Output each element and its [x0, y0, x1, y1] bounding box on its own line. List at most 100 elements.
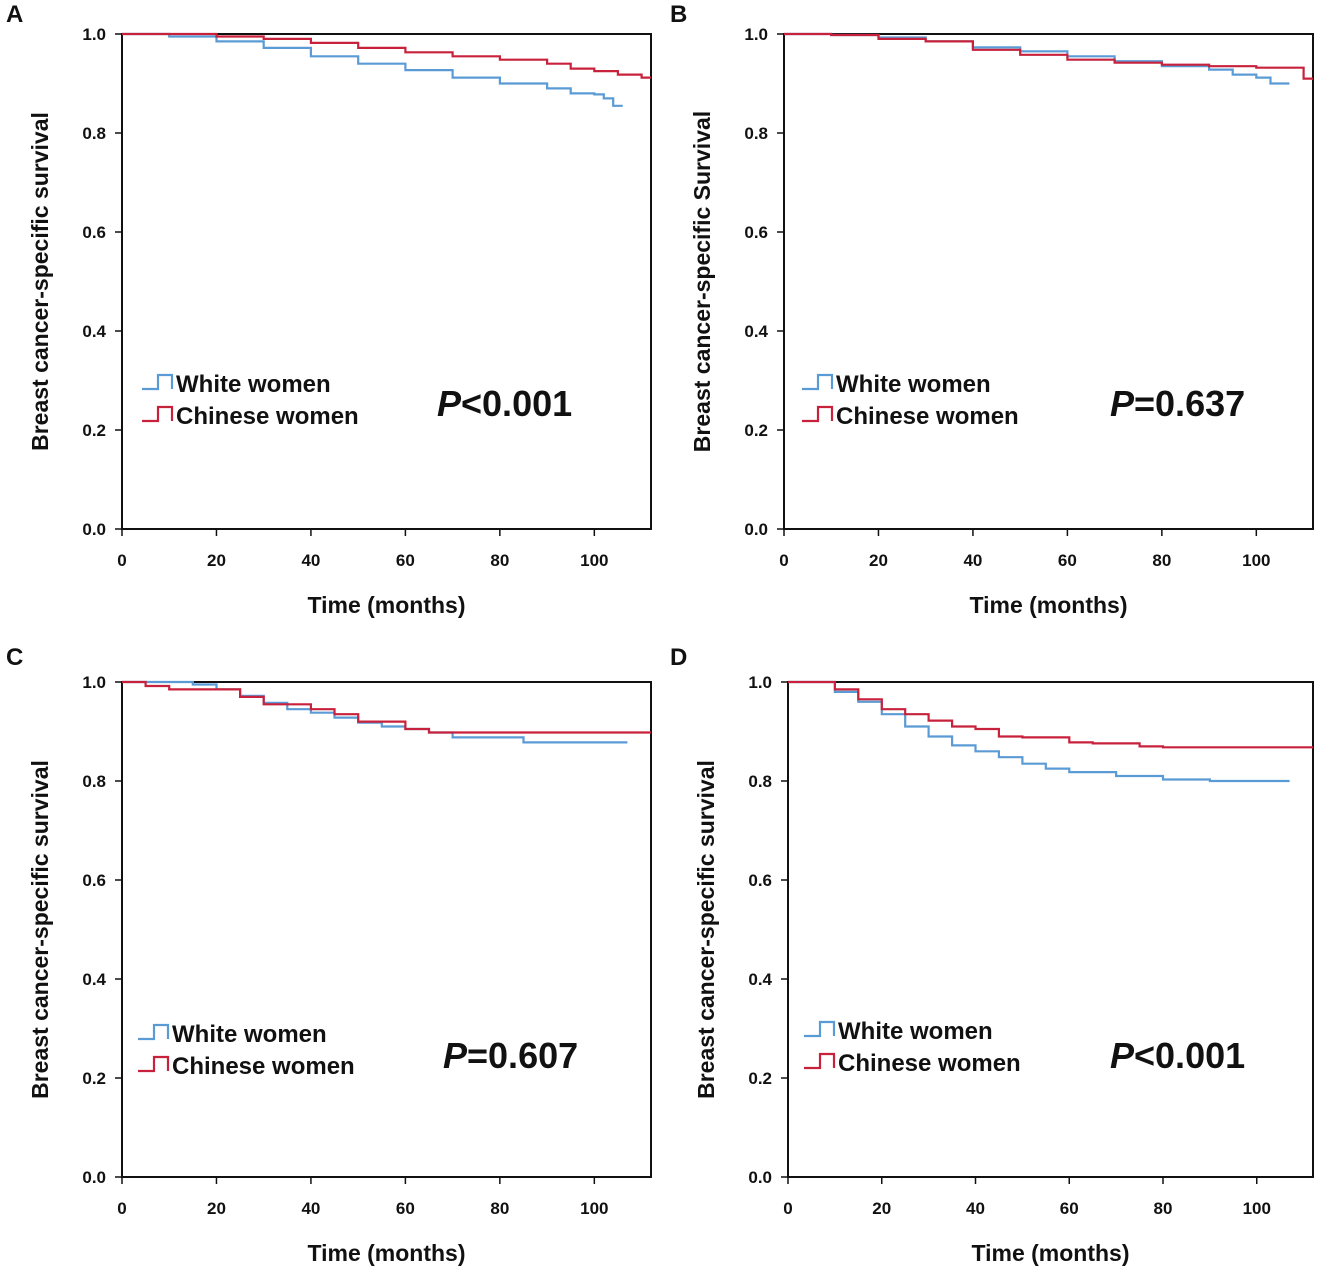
- legend-label: White women: [176, 371, 331, 398]
- plot-frame: [122, 34, 651, 529]
- y-tick-label: 0.0: [82, 520, 106, 539]
- panel-a: A 0 20 40 60 80 100 0.0 0.2 0.4 0.6 0.8 1.0 Time (mon…: [6, 1, 651, 618]
- p-value-number: <0.001: [461, 383, 572, 424]
- survival-curve-chinese-women: [122, 34, 651, 78]
- legend-swatch: [138, 1057, 168, 1071]
- y-tick-label: 0.8: [748, 772, 772, 791]
- legend-swatch: [802, 375, 832, 389]
- x-tick-label: 20: [207, 551, 226, 570]
- y-tick-label: 1.0: [82, 673, 106, 692]
- x-tick-label: 40: [963, 551, 982, 570]
- legend-label: Chinese women: [836, 403, 1019, 430]
- y-tick-label: 0.2: [748, 1069, 772, 1088]
- p-value-annotation: P=0.607: [443, 1035, 578, 1076]
- y-tick-label: 0.8: [82, 124, 106, 143]
- plot-frame: [122, 682, 651, 1177]
- survival-curve-white-women: [122, 34, 623, 106]
- survival-curve-white-women: [784, 34, 1289, 84]
- x-tick-label: 100: [580, 1199, 608, 1218]
- legend-swatch: [804, 1022, 834, 1036]
- panel-d: D 0 20 40 60 80 100 0.0 0.2 0.4 0.6 0.8 1.0 Time (mon…: [670, 644, 1313, 1266]
- legend-label: White women: [172, 1021, 327, 1048]
- x-tick-label: 40: [301, 1199, 320, 1218]
- legend-swatch: [142, 407, 172, 421]
- plot-frame: [788, 682, 1313, 1177]
- y-tick-label: 0.2: [744, 421, 768, 440]
- y-tick-label: 0.2: [82, 1069, 106, 1088]
- legend-label: Chinese women: [176, 403, 359, 430]
- y-tick-label: 0.2: [82, 421, 106, 440]
- y-axis-title: Breast cancer-specific survival: [27, 760, 53, 1099]
- x-tick-label: 0: [779, 551, 788, 570]
- legend-swatch: [802, 407, 832, 421]
- y-tick-label: 0.8: [744, 124, 768, 143]
- p-value-number: =0.607: [467, 1035, 578, 1076]
- x-tick-label: 80: [1154, 1199, 1173, 1218]
- y-tick-label: 0.6: [744, 223, 768, 242]
- x-tick-label: 60: [1058, 551, 1077, 570]
- y-tick-label: 0.0: [82, 1168, 106, 1187]
- y-axis-title: Breast cancer-specific survival: [693, 760, 719, 1099]
- panel-b: B 0 20 40 60 80 100 0.0 0.2 0.4 0.6 0.8 1.0 Time (mon…: [670, 1, 1313, 618]
- x-tick-label: 0: [117, 1199, 126, 1218]
- y-tick-label: 1.0: [744, 25, 768, 44]
- x-tick-label: 60: [396, 1199, 415, 1218]
- legend-swatch: [804, 1054, 834, 1068]
- p-value-annotation: P<0.001: [437, 383, 572, 424]
- y-axis-title: Breast cancer-specific Survival: [689, 111, 715, 452]
- x-axis-title: Time (months): [969, 592, 1127, 618]
- y-tick-label: 1.0: [748, 673, 772, 692]
- x-tick-label: 0: [117, 551, 126, 570]
- plot-frame: [784, 34, 1313, 529]
- km-survival-figure: A 0 20 40 60 80 100 0.0 0.2 0.4 0.6 0.8 1.0 Time (mon…: [0, 0, 1323, 1272]
- p-value-annotation: P=0.637: [1110, 383, 1245, 424]
- x-tick-label: 80: [490, 1199, 509, 1218]
- p-value-annotation: P<0.001: [1110, 1035, 1245, 1076]
- y-tick-label: 0.4: [744, 322, 768, 341]
- y-tick-label: 0.0: [744, 520, 768, 539]
- p-value-symbol: P: [437, 383, 462, 424]
- y-tick-label: 1.0: [82, 25, 106, 44]
- x-tick-label: 80: [490, 551, 509, 570]
- p-value-number: <0.001: [1134, 1035, 1245, 1076]
- x-tick-label: 60: [396, 551, 415, 570]
- x-tick-label: 20: [207, 1199, 226, 1218]
- y-tick-label: 0.4: [82, 970, 106, 989]
- legend-label: Chinese women: [838, 1050, 1021, 1077]
- y-tick-label: 0.6: [82, 223, 106, 242]
- y-tick-label: 0.4: [748, 970, 772, 989]
- x-tick-label: 0: [783, 1199, 792, 1218]
- legend-label: Chinese women: [172, 1053, 355, 1080]
- survival-curve-chinese-women: [788, 682, 1313, 747]
- legend-swatch: [142, 375, 172, 389]
- x-tick-label: 100: [1243, 1199, 1271, 1218]
- x-axis-title: Time (months): [307, 592, 465, 618]
- y-tick-label: 0.0: [748, 1168, 772, 1187]
- p-value-number: =0.637: [1134, 383, 1245, 424]
- legend-label: White women: [838, 1018, 993, 1045]
- survival-curve-white-women: [788, 682, 1290, 781]
- x-tick-label: 100: [1242, 551, 1270, 570]
- p-value-symbol: P: [1110, 383, 1135, 424]
- x-tick-label: 20: [869, 551, 888, 570]
- x-tick-label: 60: [1060, 1199, 1079, 1218]
- y-tick-label: 0.6: [748, 871, 772, 890]
- x-tick-label: 80: [1152, 551, 1171, 570]
- panel-c: C 0 20 40 60 80 100 0.0 0.2 0.4 0.6 0.8 1.0 Time (mon…: [6, 644, 651, 1266]
- x-tick-label: 40: [966, 1199, 985, 1218]
- p-value-symbol: P: [443, 1035, 468, 1076]
- x-tick-label: 20: [872, 1199, 891, 1218]
- x-axis-title: Time (months): [971, 1240, 1129, 1266]
- panel-label: D: [670, 644, 687, 671]
- x-tick-label: 40: [301, 551, 320, 570]
- panel-label: B: [670, 1, 687, 28]
- panel-label: A: [6, 1, 23, 28]
- x-axis-title: Time (months): [307, 1240, 465, 1266]
- legend-swatch: [138, 1025, 168, 1039]
- panel-label: C: [6, 644, 23, 671]
- y-tick-label: 0.4: [82, 322, 106, 341]
- y-axis-title: Breast cancer-specific survival: [27, 112, 53, 451]
- legend-label: White women: [836, 371, 991, 398]
- x-tick-label: 100: [580, 551, 608, 570]
- p-value-symbol: P: [1110, 1035, 1135, 1076]
